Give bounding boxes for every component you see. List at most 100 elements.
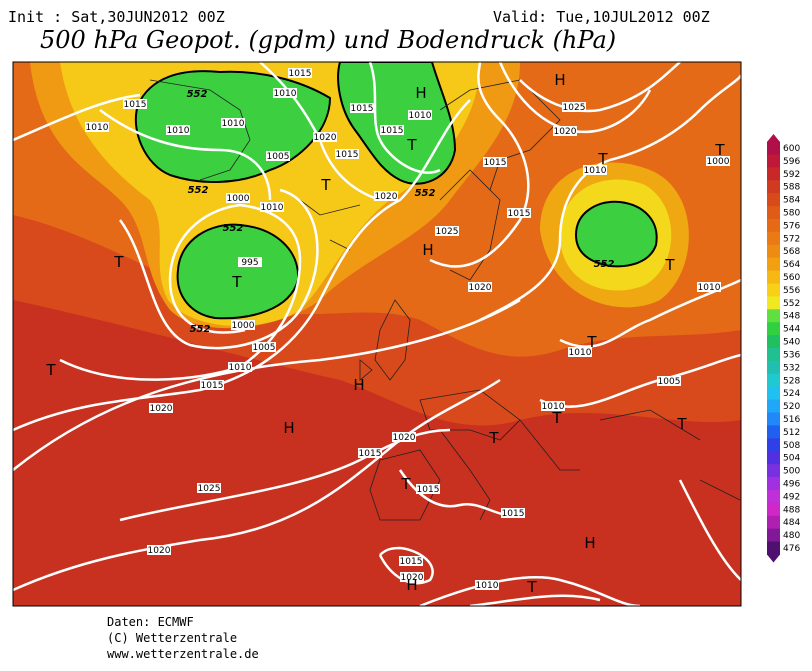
colorbar-bottom-cap (767, 554, 780, 563)
valid-time: Valid: Tue,10JUL2012 00Z (493, 8, 710, 26)
colorbar-label: 600 (783, 144, 800, 154)
pressure-center: H (406, 576, 417, 594)
colorbar-swatch (767, 257, 780, 272)
colorbar-label: 496 (783, 479, 800, 489)
isobar-label-bg (350, 103, 374, 113)
isobar-label: 1020 (314, 133, 337, 143)
colorbar-swatch (767, 386, 780, 401)
pressure-center: H (415, 84, 426, 102)
isobar-label-bg (149, 403, 173, 413)
isobar-label: 1015 (124, 100, 147, 110)
isobar-label: 1010 (476, 581, 499, 591)
pressure-center: T (320, 176, 331, 194)
isobar-label: 1020 (393, 433, 416, 443)
isobar-label: 1020 (401, 573, 424, 583)
pressure-center: H (422, 241, 433, 259)
colorbar-swatch (767, 141, 780, 155)
height-label: 552 (190, 324, 211, 335)
isobar-label-bg (252, 342, 276, 352)
isobar-label: 1015 (351, 104, 374, 114)
colorbar-label: 500 (783, 467, 800, 477)
isobar-label: 1010 (569, 348, 592, 358)
colorbar-swatch (767, 464, 780, 478)
isobar-label: 1010 (86, 123, 109, 133)
colorbar-swatch (767, 231, 780, 246)
isobar-label-bg (221, 118, 245, 128)
isobar-label: 1015 (201, 381, 224, 391)
colorbar-label: 588 (783, 183, 800, 193)
isobar-label: 1020 (150, 404, 173, 414)
colorbar-swatch (767, 399, 780, 414)
colorbar-label: 552 (783, 299, 800, 309)
low-green-north (337, 62, 457, 185)
height-label: 552 (187, 89, 208, 100)
colorbar-swatch (767, 180, 780, 194)
height-label: 552 (594, 259, 615, 270)
colorbar-swatch (767, 167, 780, 181)
low-green-iceland (176, 223, 300, 320)
footer-line: (C) Wetterzentrale (107, 631, 237, 645)
low-green-russia (574, 200, 658, 268)
isobar-label: 1020 (554, 127, 577, 137)
pressure-center: T (231, 273, 242, 291)
colorbar-label: 504 (783, 454, 800, 464)
isobar-label: 1010 (542, 402, 565, 412)
colorbar-label: 584 (783, 196, 800, 206)
isobar-label: 1010 (229, 363, 252, 373)
isobar-label: 1015 (381, 126, 404, 136)
isobar-label: 1010 (274, 89, 297, 99)
isobar-label-bg (313, 132, 337, 142)
isobar-label: 1025 (436, 227, 459, 237)
isobar-label-bg (228, 362, 252, 372)
isobar-label-bg (358, 448, 382, 458)
colorbar-swatch (767, 206, 780, 220)
isobar-label-bg (706, 156, 730, 166)
isobar-label-bg (226, 193, 250, 203)
isobar-label-bg (374, 191, 398, 201)
colorbar-swatch (767, 218, 780, 233)
isobar-label: 1010 (698, 283, 721, 293)
colorbar-swatch (767, 283, 780, 297)
isobar-label: 1005 (267, 152, 290, 162)
isobar-label: 1025 (563, 103, 586, 113)
isobar-label: 1020 (469, 283, 492, 293)
colorbar-label: 488 (783, 505, 800, 515)
isobar-label: 1000 (707, 157, 730, 167)
colorbar-label: 596 (783, 157, 800, 167)
isobar-label-bg (266, 151, 290, 161)
isobar-label-bg (468, 282, 492, 292)
isobar-label-bg (416, 484, 440, 494)
colorbar-label: 492 (783, 492, 800, 502)
colorbar-label: 516 (783, 415, 800, 425)
isobar-label-bg (435, 226, 459, 236)
isobar-label-bg (200, 380, 224, 390)
isobar-label-bg (507, 208, 531, 218)
map-field (13, 62, 741, 606)
init-time: Init : Sat,30JUN2012 00Z (8, 8, 225, 26)
colorbar-swatch (767, 515, 780, 530)
isobar-label-bg (697, 282, 721, 292)
isobar-label: 1000 (232, 321, 255, 331)
height-label: 552 (188, 185, 209, 196)
colorbar-label: 592 (783, 170, 800, 180)
colorbar-label: 540 (783, 338, 800, 348)
isobar-label-bg (197, 483, 221, 493)
colorbar-label: 548 (783, 312, 800, 322)
colorbar: 600 596 592 588 584 580 576 572 568 564 560 556 552 5… (767, 134, 800, 563)
colorbar-swatch (767, 296, 780, 310)
colorbar-label: 576 (783, 221, 800, 231)
isobar-label-bg (568, 347, 592, 357)
colorbar-swatch (767, 373, 780, 388)
isobar-label-bg (562, 102, 586, 112)
pressure-center: T (551, 409, 562, 427)
colorbar-swatch (767, 438, 780, 452)
colorbar-swatch (767, 154, 780, 168)
footer-line: Daten: ECMWF (107, 615, 194, 629)
map-frame (12, 61, 742, 607)
isobar-label-bg (475, 580, 499, 590)
colorbar-swatch (767, 335, 780, 349)
colorbar-swatch (767, 360, 780, 375)
colorbar-swatch (767, 270, 780, 284)
isobar-label: 1005 (253, 343, 276, 353)
